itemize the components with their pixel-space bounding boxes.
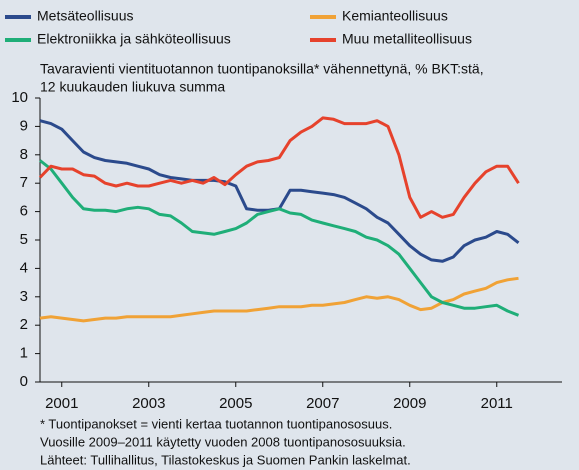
y-tick-label: 9 — [20, 117, 28, 134]
legend-label: Kemianteollisuus — [342, 8, 448, 24]
y-tick-label: 6 — [20, 203, 28, 220]
subtitle: 12 kuukauden liukuva summa — [40, 79, 225, 95]
footnote: Vuosille 2009–2011 käytetty vuoden 2008 … — [40, 434, 406, 449]
y-tick-label: 7 — [20, 174, 28, 191]
y-tick-label: 5 — [20, 231, 28, 248]
x-tick-label: 2007 — [306, 395, 339, 412]
y-tick-label: 10 — [11, 89, 28, 106]
legend-label: Metsäteollisuus — [37, 8, 134, 24]
legend-label: Elektroniikka ja sähköteollisuus — [37, 31, 231, 47]
y-tick-label: 2 — [20, 316, 28, 333]
footnote: Lähteet: Tullihallitus, Tilastokeskus ja… — [40, 452, 411, 467]
subtitle: Tavaravienti vientituotannon tuontipanok… — [40, 61, 484, 77]
x-tick-label: 2011 — [481, 395, 513, 412]
legend-label: Muu metalliteollisuus — [342, 31, 472, 47]
series-line — [39, 119, 520, 263]
series-line — [38, 116, 520, 219]
x-tick-label: 2005 — [219, 395, 252, 412]
footnote: * Tuontipanokset = vienti kertaa tuotann… — [40, 416, 392, 431]
y-tick-label: 3 — [20, 288, 28, 305]
y-tick-label: 1 — [20, 345, 28, 362]
x-tick-label: 2009 — [393, 395, 426, 412]
series-line — [39, 159, 520, 317]
x-tick-label: 2003 — [132, 395, 165, 412]
y-tick-label: 4 — [20, 259, 28, 276]
x-tick-label: 2001 — [45, 395, 78, 412]
y-tick-label: 8 — [20, 146, 28, 163]
y-tick-label: 0 — [20, 373, 28, 390]
series-line — [39, 276, 519, 323]
